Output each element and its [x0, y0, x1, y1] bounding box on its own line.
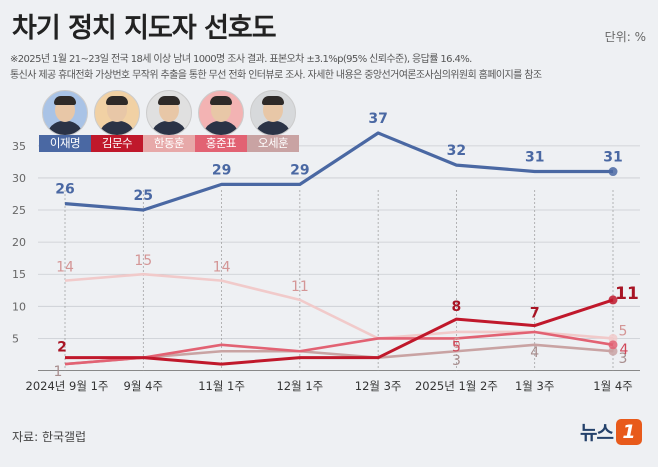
series-end-marker — [608, 167, 618, 177]
candidate-3: 한동훈 — [143, 90, 195, 152]
y-tick-label: 10 — [12, 300, 26, 313]
data-label: 29 — [212, 162, 231, 178]
series-end-marker — [608, 346, 618, 356]
series-end-marker — [608, 333, 618, 343]
series-line-홍준표 — [64, 330, 614, 366]
data-label: 25 — [134, 188, 153, 204]
data-label: 2 — [57, 340, 67, 356]
y-tick-label: 35 — [12, 140, 26, 153]
unit-label: 단위: % — [604, 30, 646, 44]
data-label: 31 — [525, 150, 544, 166]
y-tick-label: 30 — [12, 172, 26, 185]
data-label: 37 — [368, 111, 387, 127]
page-title: 차기 정치 지도자 선호도 — [12, 13, 277, 44]
data-label: 15 — [134, 253, 152, 269]
data-label: 14 — [56, 260, 74, 276]
candidate-photo — [250, 90, 296, 136]
source-label: 자료: 한국갤럽 — [12, 430, 87, 444]
candidate-name: 한동훈 — [143, 135, 195, 152]
data-label: 5 — [452, 339, 461, 355]
x-tick-label: 1월 4주 — [593, 379, 632, 393]
data-label: 29 — [290, 162, 309, 178]
data-label: 7 — [530, 306, 540, 322]
y-tick-label: 15 — [12, 268, 26, 281]
data-label: 4 — [530, 345, 539, 361]
logo-text: 뉴스 — [580, 422, 614, 444]
y-tick-label: 20 — [12, 236, 26, 249]
series-end-marker — [608, 295, 618, 305]
candidate-2: 김문수 — [91, 90, 143, 152]
series-end-marker — [608, 340, 618, 350]
candidate-4: 홍준표 — [195, 90, 247, 152]
x-tick-label: 12월 1주 — [276, 379, 323, 393]
candidate-name: 김문수 — [91, 135, 143, 152]
candidate-photo — [198, 90, 244, 136]
candidate-5: 오세훈 — [247, 90, 299, 152]
y-tick-label: 5 — [12, 332, 19, 345]
x-tick-label: 11월 1주 — [198, 379, 245, 393]
data-label: 8 — [452, 299, 462, 315]
candidate-name: 이재명 — [39, 135, 91, 152]
data-label: 4 — [620, 342, 629, 358]
data-label: 11 — [291, 279, 309, 295]
x-tick-label: 1월 3주 — [515, 379, 554, 393]
y-tick-label: 25 — [12, 204, 26, 217]
survey-note-1: ※2025년 1월 21~23일 전국 18세 이상 남녀 1000명 조사 결… — [10, 54, 472, 65]
survey-note-2: 통신사 제공 휴대전화 가상번호 무작위 추출을 통한 무선 전화 인터뷰로 조… — [10, 70, 542, 81]
candidate-photo — [42, 90, 88, 136]
news1-logo: 뉴스 1 — [580, 418, 642, 445]
x-tick-label: 9월 4주 — [124, 379, 163, 393]
candidate-photo — [94, 90, 140, 136]
logo-mark: 1 — [616, 418, 642, 445]
data-label: 31 — [603, 150, 622, 166]
candidate-photo — [146, 90, 192, 136]
candidate-1: 이재명 — [39, 90, 91, 152]
data-label: 3 — [619, 351, 628, 367]
series-line-이재명 — [64, 131, 613, 212]
data-label: 6 — [452, 336, 461, 352]
data-label: 1 — [54, 364, 63, 380]
data-label: 14 — [213, 260, 231, 276]
x-tick-label: 12월 3주 — [355, 379, 402, 393]
candidate-name: 홍준표 — [195, 135, 247, 152]
data-label: 11 — [615, 284, 639, 304]
x-tick-label: 2024년 9월 1주 — [26, 379, 109, 393]
series-line-김문수 — [65, 298, 614, 366]
data-label: 3 — [452, 353, 461, 369]
x-tick-label: 2025년 1월 2주 — [415, 379, 498, 393]
data-label: 5 — [619, 323, 628, 339]
data-label: 26 — [55, 182, 74, 198]
data-label: 32 — [447, 143, 466, 159]
candidate-name: 오세훈 — [247, 135, 299, 152]
